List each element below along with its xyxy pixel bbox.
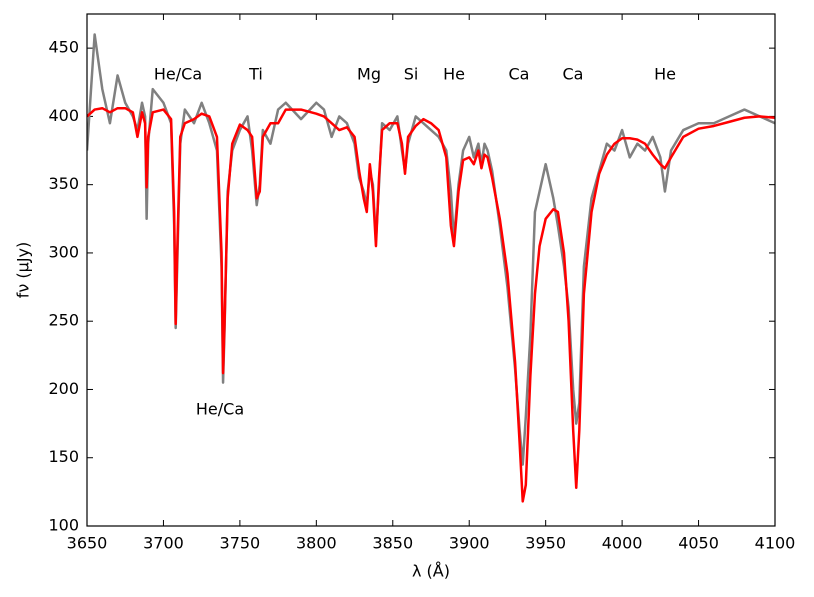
line-annotation: He — [654, 65, 676, 84]
y-tick-label: 400 — [48, 106, 79, 125]
x-tick-label: 3650 — [67, 534, 108, 553]
x-tick-label: 4100 — [755, 534, 796, 553]
line-annotation: He/Ca — [196, 400, 244, 419]
x-axis-label: λ (Å) — [412, 562, 450, 581]
x-tick-label: 3850 — [372, 534, 413, 553]
line-annotation: Si — [404, 65, 419, 84]
y-tick-label: 300 — [48, 242, 79, 261]
x-tick-label: 3800 — [296, 534, 337, 553]
y-tick-label: 150 — [48, 447, 79, 466]
x-tick-label: 3700 — [143, 534, 184, 553]
line-annotation: Ti — [248, 65, 263, 84]
spectrum-line — [87, 106, 775, 503]
line-annotation: He/Ca — [154, 65, 202, 84]
x-tick-label: 3750 — [220, 534, 261, 553]
y-tick-label: 350 — [48, 174, 79, 193]
line-annotation: Mg — [357, 65, 381, 84]
x-tick-label: 4000 — [602, 534, 643, 553]
line-annotation: Ca — [509, 65, 530, 84]
y-tick-label: 450 — [48, 38, 79, 57]
y-axis-label: fν (μJy) — [14, 242, 33, 299]
line-annotation: Ca — [563, 65, 584, 84]
y-tick-label: 100 — [48, 516, 79, 535]
y-tick-label: 250 — [48, 311, 79, 330]
x-tick-label: 3900 — [449, 534, 490, 553]
spectrum-line — [87, 33, 775, 466]
line-annotation: He — [443, 65, 465, 84]
plot-frame — [86, 13, 776, 527]
x-tick-label: 3950 — [525, 534, 566, 553]
x-tick-label: 4050 — [678, 534, 719, 553]
y-tick-label: 200 — [48, 379, 79, 398]
